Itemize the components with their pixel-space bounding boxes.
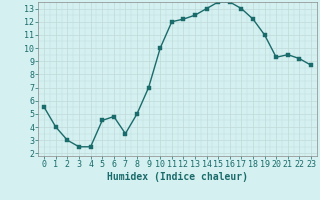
X-axis label: Humidex (Indice chaleur): Humidex (Indice chaleur) (107, 172, 248, 182)
